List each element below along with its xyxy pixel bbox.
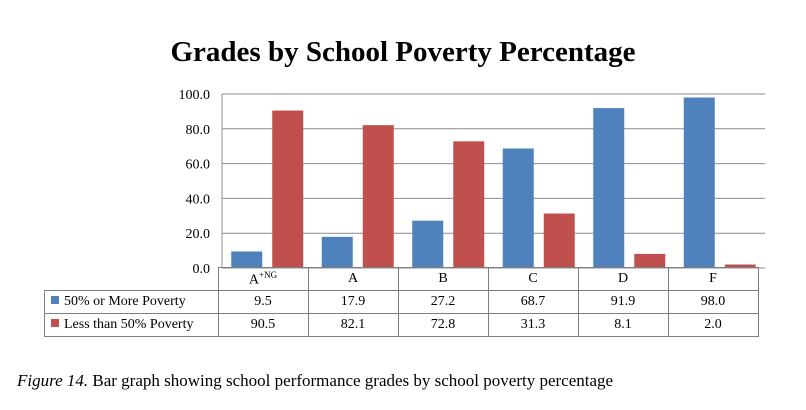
y-tick-label: 60.0 (186, 158, 211, 173)
bar-poverty-under-50 (453, 141, 485, 268)
bar-poverty-50-plus (321, 236, 353, 268)
bar-poverty-under-50 (634, 253, 666, 268)
y-tick-label: 80.0 (186, 123, 211, 138)
bar-poverty-under-50 (272, 110, 304, 268)
bar-poverty-50-plus (412, 220, 444, 268)
bar-poverty-under-50 (543, 213, 575, 268)
caption-label: Figure 14. (17, 371, 89, 390)
data-label: 72.8 (397, 313, 489, 337)
bar-poverty-50-plus (231, 251, 263, 268)
bar-poverty-50-plus (502, 148, 534, 268)
table-corner (44, 267, 219, 291)
legend-swatch (51, 296, 59, 304)
chart-title: Grades by School Poverty Percentage (170, 36, 636, 68)
data-label: 31.3 (487, 313, 579, 337)
legend-entry: 50% or More Poverty (44, 290, 219, 314)
data-label: 90.5 (217, 313, 309, 337)
bar-poverty-50-plus (593, 108, 625, 269)
y-tick-label: 40.0 (186, 192, 211, 207)
data-label: 82.1 (307, 313, 399, 337)
category-label: B (397, 267, 489, 291)
legend-swatch (51, 319, 59, 327)
data-table: A+NG A B C D F 50% or More Poverty 9.5 1… (44, 267, 759, 337)
category-label: C (487, 267, 579, 291)
category-label: F (667, 267, 759, 291)
data-label: 2.0 (667, 313, 759, 337)
data-label: 27.2 (397, 290, 489, 314)
y-tick-label: 20.0 (186, 227, 211, 242)
bars (231, 97, 756, 269)
category-label: A (307, 267, 399, 291)
data-label: 98.0 (667, 290, 759, 314)
y-tick-label: 100.0 (179, 88, 211, 103)
caption-text: Bar graph showing school performance gra… (88, 371, 614, 390)
bar-poverty-50-plus (683, 97, 715, 268)
series-row: Less than 50% Poverty 90.5 82.1 72.8 31.… (44, 313, 759, 337)
data-label: 8.1 (577, 313, 669, 337)
category-label: A+NG (217, 267, 309, 291)
gridlines (222, 93, 765, 269)
category-row: A+NG A B C D F (44, 267, 759, 291)
series-row: 50% or More Poverty 9.5 17.9 27.2 68.7 9… (44, 290, 759, 314)
figure-caption: Figure 14. Bar graph showing school perf… (17, 371, 613, 391)
data-label: 68.7 (487, 290, 579, 314)
bar-poverty-under-50 (724, 264, 756, 268)
data-label: 91.9 (577, 290, 669, 314)
data-label: 17.9 (307, 290, 399, 314)
bar-poverty-under-50 (362, 125, 394, 269)
category-label: D (577, 267, 669, 291)
data-label: 9.5 (217, 290, 309, 314)
legend-entry: Less than 50% Poverty (44, 313, 219, 337)
